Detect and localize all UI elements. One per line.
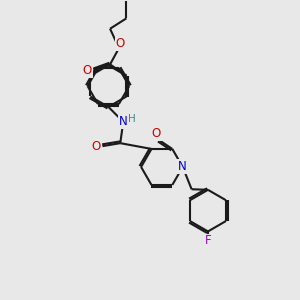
Text: N: N	[178, 160, 187, 173]
Text: O: O	[116, 37, 125, 50]
Text: O: O	[91, 140, 101, 153]
Text: H: H	[128, 114, 135, 124]
Text: O: O	[82, 64, 92, 77]
Text: N: N	[119, 115, 128, 128]
Text: F: F	[205, 235, 211, 248]
Text: O: O	[151, 127, 160, 140]
